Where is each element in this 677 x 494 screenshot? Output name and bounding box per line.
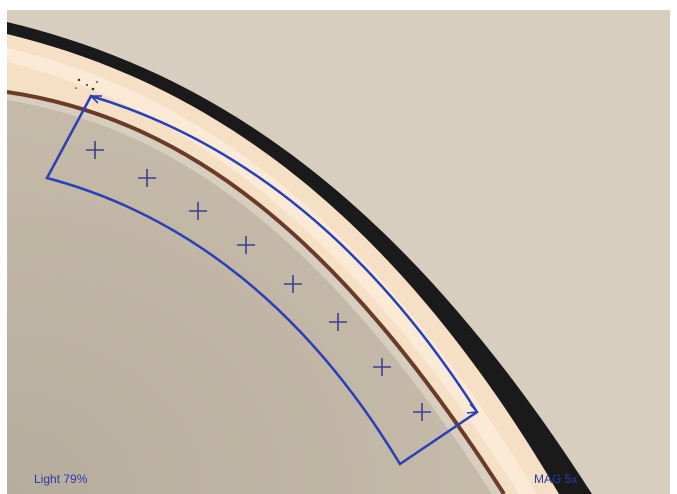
marker-icon	[413, 403, 431, 421]
marker-icon	[138, 169, 156, 187]
measurement-region-outline	[45, 94, 479, 466]
marker-icon	[86, 141, 104, 159]
marker-icon	[373, 358, 391, 376]
marker-icon	[189, 202, 207, 220]
magnification-label: MAG 5x	[534, 472, 578, 486]
inner-boundary-line	[7, 90, 506, 494]
arrow-head-icon	[90, 95, 102, 104]
arrow-head-icon	[466, 403, 478, 414]
debris-speckles	[75, 78, 98, 91]
light-level-label: Light 79%	[34, 472, 88, 486]
micrograph-image	[7, 10, 670, 494]
marker-icon	[284, 275, 302, 293]
marker-icon	[237, 236, 255, 254]
marker-icon	[329, 313, 347, 331]
substrate-area	[7, 100, 492, 494]
measurement-markers	[86, 141, 431, 421]
micrograph-frame	[7, 10, 670, 494]
